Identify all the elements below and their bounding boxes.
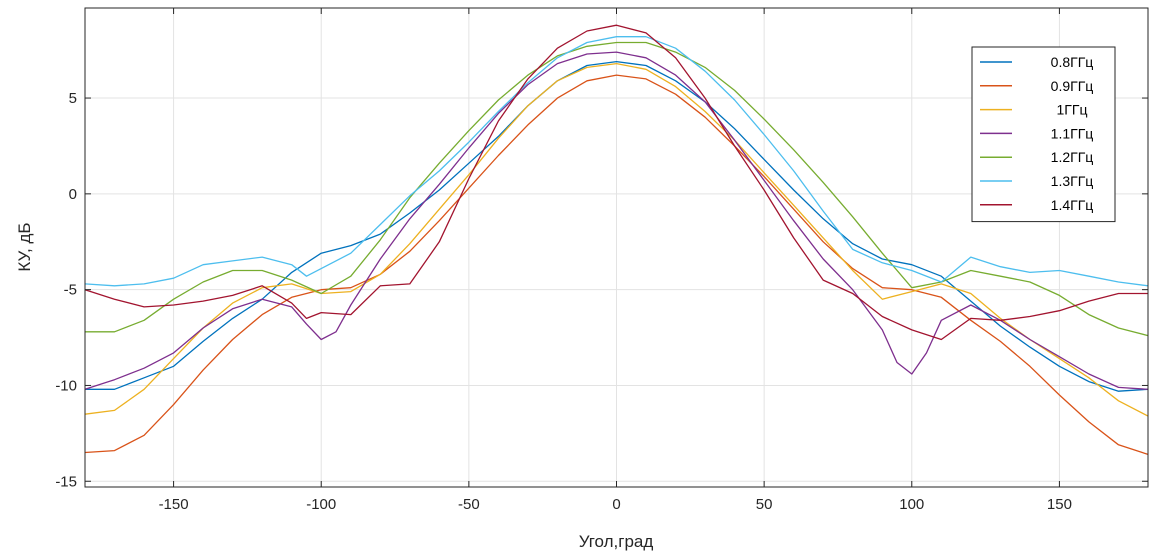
series-line-4 — [84, 51, 1149, 390]
x-axis-label: Угол,град — [579, 532, 654, 551]
grid — [85, 8, 1148, 487]
x-tick-label: 0 — [612, 496, 620, 513]
x-tick-label: 150 — [1047, 496, 1072, 513]
y-tick-label: -5 — [64, 282, 77, 299]
x-tick-label: 50 — [756, 496, 773, 513]
series-line-5 — [85, 41, 1149, 337]
axis-ticks: -150 -100 -50 0 50 100 150-15-10-505 — [55, 8, 1148, 513]
series-layer — [84, 24, 1149, 456]
x-tick-label: -50 — [458, 496, 480, 513]
x-tick-label: 100 — [899, 496, 924, 513]
x-tick-label: -100 — [306, 496, 336, 513]
legend-box — [971, 46, 1116, 223]
series-line-3 — [84, 62, 1149, 417]
legend-label: 1.4ГГц — [1051, 197, 1094, 213]
y-tick-label: -10 — [55, 377, 77, 394]
y-tick-label: 0 — [69, 186, 77, 203]
legend-label: 1.3ГГц — [1051, 173, 1094, 189]
legend-label: 1.1ГГц — [1051, 125, 1094, 141]
legend-label: 0.8ГГц — [1051, 54, 1094, 70]
y-axis-label: КУ, дБ — [15, 222, 34, 271]
series-line-2 — [84, 74, 1149, 456]
y-tick-label: -15 — [55, 473, 77, 490]
series-line-6 — [84, 36, 1149, 287]
legend-label: 0.9ГГц — [1051, 78, 1094, 94]
y-tick-label: 5 — [69, 90, 77, 107]
x-tick-label: -150 — [159, 496, 189, 513]
legend-label: 1ГГц — [1057, 102, 1088, 118]
legend-label: 1.2ГГц — [1051, 149, 1094, 165]
series-line-7 — [84, 24, 1148, 341]
legend: 0.8ГГц 0.9ГГц 1ГГц 1.1ГГц 1.2ГГц 1.3ГГц 1.4ГГц — [971, 46, 1116, 223]
